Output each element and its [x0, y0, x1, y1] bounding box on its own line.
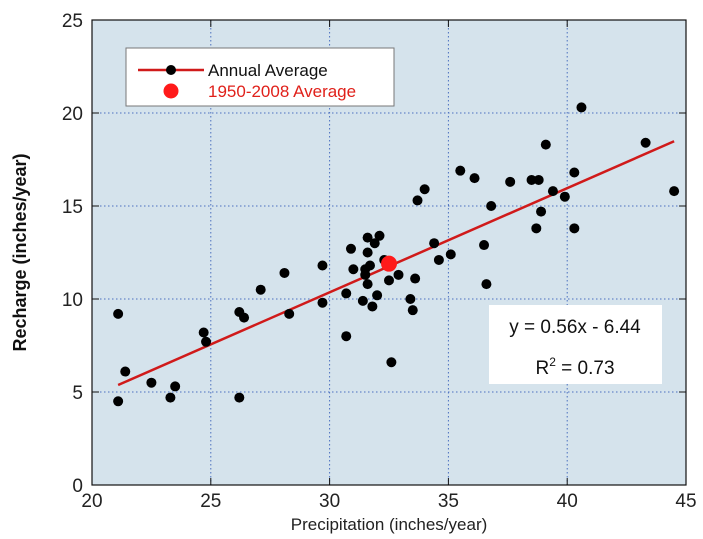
data-point [113, 396, 124, 407]
data-point [348, 264, 359, 275]
data-point [526, 174, 537, 185]
legend-label-longterm: 1950-2008 Average [208, 82, 356, 101]
data-point [165, 392, 176, 403]
data-point [234, 392, 245, 403]
data-point [540, 139, 551, 150]
data-point [120, 366, 131, 377]
data-point [357, 295, 368, 306]
data-point [547, 186, 558, 197]
data-point [386, 357, 397, 368]
data-point [279, 267, 290, 278]
data-point [419, 184, 430, 195]
x-tick-label: 35 [438, 491, 459, 512]
data-point [362, 279, 373, 290]
data-point [364, 260, 375, 271]
data-point [407, 305, 418, 316]
y-tick-label: 10 [62, 290, 83, 311]
data-point [317, 297, 328, 308]
regression-equation: y = 0.56x - 6.44 [509, 317, 641, 338]
legend-dot-swatch [166, 65, 176, 75]
data-point [433, 254, 444, 265]
data-point [569, 167, 580, 178]
legend-highlight-swatch [163, 83, 179, 99]
data-point [345, 243, 356, 254]
r-squared-text: R2 = 0.73 [535, 355, 614, 379]
axes-group: 20 25 30 35 40 45 0 5 10 15 20 25 [62, 11, 697, 512]
data-point [559, 191, 570, 202]
data-points [113, 102, 680, 407]
data-point [481, 279, 492, 290]
y-tick-label: 15 [62, 197, 83, 218]
data-point [341, 331, 352, 342]
data-point [113, 308, 124, 319]
x-tick-label: 25 [200, 491, 221, 512]
data-point [374, 230, 385, 241]
data-point [362, 232, 373, 243]
data-point [640, 137, 651, 148]
x-tick-label: 20 [81, 491, 102, 512]
data-point [317, 260, 328, 271]
data-point [505, 176, 516, 187]
data-point [170, 381, 181, 392]
data-point [536, 206, 547, 217]
regression-annotation: y = 0.56x - 6.44 R2 = 0.73 [489, 305, 662, 384]
data-point [384, 275, 394, 286]
r-squared-letter: R [535, 358, 549, 379]
legend-label-annual: Annual Average [208, 61, 328, 80]
data-point [429, 238, 440, 249]
annotation-box [489, 305, 662, 384]
data-point [533, 174, 544, 185]
y-tick-label: 5 [72, 383, 83, 404]
data-point [469, 173, 480, 184]
data-point [531, 223, 542, 234]
highlight-point [381, 255, 397, 272]
data-point [410, 273, 421, 284]
data-point [367, 301, 378, 312]
y-tick-label: 0 [72, 476, 83, 497]
y-tick-label: 20 [62, 104, 83, 125]
data-point [284, 308, 295, 319]
data-point [239, 312, 250, 323]
x-tick-label: 45 [675, 491, 696, 512]
x-axis-label: Precipitation (inches/year) [291, 515, 488, 534]
plot-frame [91, 19, 687, 486]
data-point [255, 284, 266, 295]
y-axis-label: Recharge (inches/year) [10, 153, 30, 351]
data-point [372, 290, 383, 301]
data-point [455, 165, 466, 176]
data-point [369, 238, 380, 249]
data-point [669, 186, 680, 197]
data-point [486, 201, 497, 211]
data-point [341, 288, 352, 299]
legend: Annual Average 1950-2008 Average [125, 47, 395, 107]
x-tick-label: 30 [319, 491, 340, 512]
data-point [362, 247, 373, 258]
data-point [201, 336, 212, 347]
data-point [393, 269, 404, 280]
data-point [445, 249, 456, 260]
y-tick-label: 25 [62, 11, 83, 32]
data-point [146, 377, 157, 388]
r-squared-value: = 0.73 [556, 358, 615, 379]
data-point [576, 102, 587, 113]
data-point [412, 195, 423, 206]
x-tick-label: 40 [557, 491, 578, 512]
r-squared-superscript: 2 [549, 355, 556, 369]
data-point [198, 327, 209, 338]
data-point [479, 240, 490, 251]
data-point [405, 294, 416, 304]
data-point [569, 223, 580, 234]
